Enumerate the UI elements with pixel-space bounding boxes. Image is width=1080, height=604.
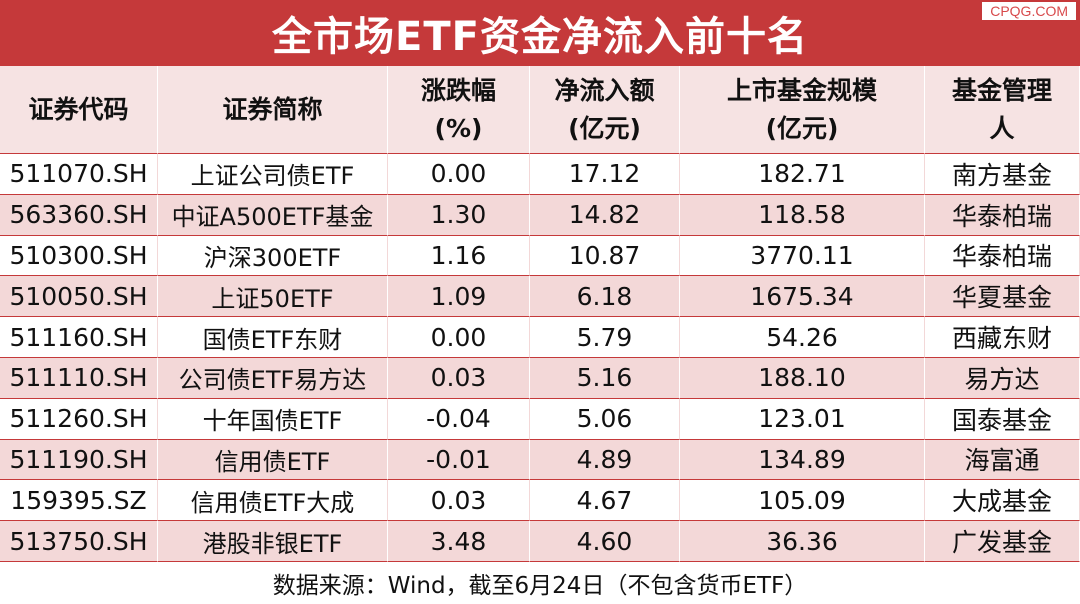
table-cell: 511260.SH xyxy=(0,398,158,440)
header-text: 证券简称 xyxy=(222,94,323,124)
table-cell: 公司债ETF易方达 xyxy=(158,358,388,399)
header-text: 证券代码 xyxy=(28,94,129,124)
table-cell: 1.09 xyxy=(388,276,530,318)
table-cell: 159395.SZ xyxy=(0,480,158,522)
table-cell: 十年国债ETF xyxy=(158,398,388,440)
table-cell: 上证50ETF xyxy=(158,276,388,318)
header-cell: 基金管理人 xyxy=(925,66,1080,154)
table-cell: 3770.11 xyxy=(680,235,925,277)
table-cell: 4.67 xyxy=(530,480,680,522)
table-cell: 西藏东财 xyxy=(925,317,1080,358)
table-cell: -0.04 xyxy=(388,398,530,440)
source-note: 数据来源：Wind，截至6月24日（不包含货币ETF） xyxy=(272,573,808,599)
watermark: CPQG.COM xyxy=(982,2,1076,20)
table-cell: 华泰柏瑞 xyxy=(925,235,1080,277)
table-cell: 5.16 xyxy=(530,358,680,399)
header-text: (亿元) xyxy=(765,113,839,143)
table-cell: 513750.SH xyxy=(0,521,158,562)
table-cell: 海富通 xyxy=(925,439,1080,481)
header-text: 上市基金规模 xyxy=(726,75,877,105)
table-cell: 3.48 xyxy=(388,521,530,562)
header-text: 人 xyxy=(989,113,1015,143)
header-text: (亿元) xyxy=(568,113,641,143)
header-cell: 证券代码 xyxy=(0,66,158,154)
table-cell: 17.12 xyxy=(530,154,680,195)
table-cell: 188.10 xyxy=(680,358,925,399)
table-cell: 36.36 xyxy=(680,521,925,562)
table-cell: 1.16 xyxy=(388,235,530,277)
table-cell: 上证公司债ETF xyxy=(158,154,388,195)
table-cell: 0.00 xyxy=(388,154,530,195)
table-cell: 182.71 xyxy=(680,154,925,195)
table-cell: 510050.SH xyxy=(0,276,158,318)
table-cell: 6.18 xyxy=(530,276,680,318)
table-cell: 南方基金 xyxy=(925,154,1080,195)
table-cell: 511110.SH xyxy=(0,358,158,399)
header-cell: 涨跌幅 (%) xyxy=(388,66,530,154)
table-cell: 10.87 xyxy=(530,235,680,277)
table-cell: 134.89 xyxy=(680,439,925,481)
table-cell: 易方达 xyxy=(925,358,1080,399)
table-cell: 5.79 xyxy=(530,317,680,358)
header-cell: 证券简称 xyxy=(158,66,388,154)
table-cell: 0.03 xyxy=(388,480,530,522)
table-cell: 1675.34 xyxy=(680,276,925,318)
table-cell: 国泰基金 xyxy=(925,398,1080,440)
header-cell: 净流入额 (亿元) xyxy=(530,66,680,154)
table-cell: 港股非银ETF xyxy=(158,521,388,562)
table-cell: 4.89 xyxy=(530,439,680,481)
table-cell: 华夏基金 xyxy=(925,276,1080,318)
table-cell: 0.00 xyxy=(388,317,530,358)
table-cell: 511190.SH xyxy=(0,439,158,481)
table-cell: 511160.SH xyxy=(0,317,158,358)
table-cell: 0.03 xyxy=(388,358,530,399)
table-cell: 1.30 xyxy=(388,194,530,236)
table-cell: 中证A500ETF基金 xyxy=(158,194,388,236)
title: 全市场ETF资金净流入前十名 xyxy=(0,0,1080,66)
table-cell: 14.82 xyxy=(530,194,680,236)
table-cell: 5.06 xyxy=(530,398,680,440)
table-cell: 华泰柏瑞 xyxy=(925,194,1080,236)
table-cell: 563360.SH xyxy=(0,194,158,236)
header-cell: 上市基金规模 (亿元) xyxy=(680,66,925,154)
header-text: 基金管理 xyxy=(951,75,1052,105)
table-cell: 大成基金 xyxy=(925,480,1080,522)
table-cell: -0.01 xyxy=(388,439,530,481)
table-cell: 510300.SH xyxy=(0,235,158,277)
table-cell: 信用债ETF xyxy=(158,439,388,481)
table-cell: 4.60 xyxy=(530,521,680,562)
table-cell: 沪深300ETF xyxy=(158,235,388,277)
header-text: 净流入额 xyxy=(554,75,655,105)
header-text: 涨跌幅 xyxy=(420,75,496,105)
table-cell: 信用债ETF大成 xyxy=(158,480,388,522)
table-cell: 54.26 xyxy=(680,317,925,358)
table-cell: 广发基金 xyxy=(925,521,1080,562)
table-cell: 118.58 xyxy=(680,194,925,236)
table-cell: 123.01 xyxy=(680,398,925,440)
table-cell: 105.09 xyxy=(680,480,925,522)
header-text: (%) xyxy=(434,113,483,143)
table-cell: 511070.SH xyxy=(0,154,158,195)
table-cell: 国债ETF东财 xyxy=(158,317,388,358)
